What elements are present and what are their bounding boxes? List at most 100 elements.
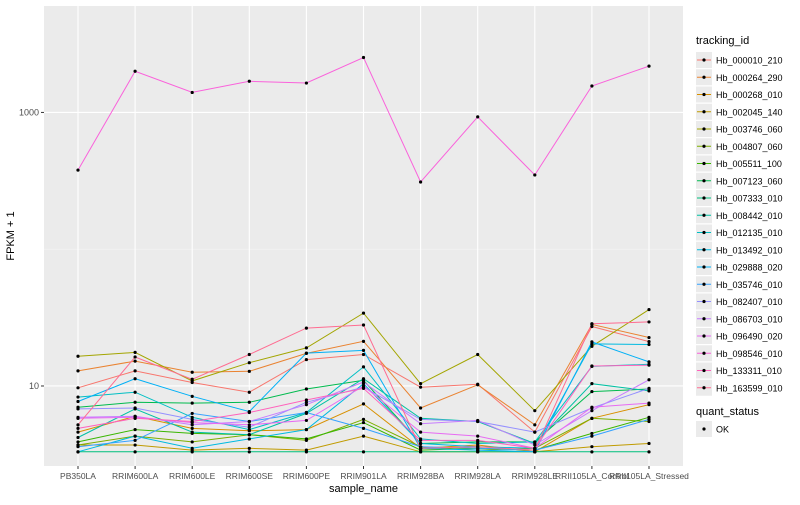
data-point [476,445,480,449]
data-point [361,426,366,430]
data-point [247,437,251,441]
data-point [190,430,194,434]
data-point [361,450,366,454]
legend-label: Hb_007333_010 [716,194,783,204]
data-point [361,377,366,381]
x-tick-label: RRIM928LA [455,471,502,481]
data-point [76,416,80,420]
x-tick-label: PB350LA [60,471,96,481]
data-point [247,390,251,394]
data-point [647,307,651,312]
legend-label: Hb_005511_100 [716,159,782,169]
data-point [190,419,194,424]
data-point [361,380,366,384]
x-tick-label: RRIM928BA [397,471,445,481]
data-point [190,370,194,374]
data-point [647,340,651,344]
legend-label: Hb_133311_010 [716,366,782,376]
data-point [533,409,537,413]
legend-key-point [702,427,706,431]
x-axis: PB350LA RRIM600LA RRIM600LE RRIM600SE RRIM60… [60,466,689,481]
data-point [590,431,594,436]
data-point [304,403,308,407]
data-point [361,339,366,343]
data-point [133,438,137,443]
legend-item: Hb_000010_210 [696,52,783,68]
legend-label: Hb_004807_060 [716,142,783,152]
data-point [419,441,423,446]
data-point [133,69,137,73]
legend-key-point [702,75,706,79]
legend-key-point [702,110,706,114]
data-point [533,173,537,177]
data-point [133,369,137,373]
data-point [361,365,366,369]
data-point [647,389,651,393]
data-point [590,445,594,449]
data-point [476,441,480,446]
legend-label: Hb_000268_010 [716,90,783,100]
data-point [76,423,80,427]
data-point [304,418,308,423]
legend-key-point [702,144,706,148]
data-point [76,168,80,172]
data-point [419,438,423,443]
data-point [76,445,80,449]
data-point [247,400,251,404]
data-point [590,450,594,454]
data-point [76,440,80,444]
legend-label: Hb_098546_010 [716,349,783,359]
data-point [476,438,480,443]
legend-item: Hb_013492_010 [696,241,783,258]
data-point [190,426,194,430]
data-point [304,346,308,350]
y-tick-label: 1000 [19,107,39,117]
data-point [419,406,423,410]
data-point [590,434,594,438]
data-point [419,417,423,421]
data-point [647,401,651,405]
legend-key-point [702,213,706,217]
data-point [76,369,80,373]
y-axis: 10 1000 [19,107,44,391]
legend-item: Hb_096490_020 [696,328,783,344]
data-point [476,418,480,423]
data-point [247,423,251,427]
legend-label: Hb_003746_060 [716,125,783,135]
legend-label: Hb_086703_010 [716,314,783,324]
data-point [590,389,594,394]
data-point [361,311,366,315]
data-point [419,382,423,386]
data-point [190,446,194,450]
data-point [361,55,366,60]
data-point [247,369,251,373]
data-point [361,386,366,391]
data-point [361,323,366,327]
legend-key-point [702,351,706,355]
legend-item: Hb_007333_010 [696,190,783,206]
data-point [647,378,651,382]
legend-label: Hb_007123_060 [716,176,783,186]
legend-item: Hb_133311_010 [696,362,782,379]
data-point [590,405,594,409]
quant-status-legend: quant_status OK [696,406,759,437]
data-point [247,410,251,415]
quant-status-legend-title: quant_status [696,406,759,418]
data-point [647,386,651,391]
x-tick-label: RRIM901LA [340,471,387,481]
data-point [133,400,137,404]
legend-item: Hb_029888_020 [696,259,783,275]
data-point [590,409,594,413]
legend-key-point [702,248,706,252]
data-point [419,385,423,389]
data-point [533,440,537,444]
legend-key-point [702,127,706,131]
series-points [76,55,651,454]
data-point [133,416,137,420]
data-point [304,427,308,432]
data-point [133,377,137,381]
x-tick-label: RRIM928LE [512,471,559,481]
data-point [133,355,137,359]
legend-key-point [702,386,706,390]
data-point [76,426,80,430]
